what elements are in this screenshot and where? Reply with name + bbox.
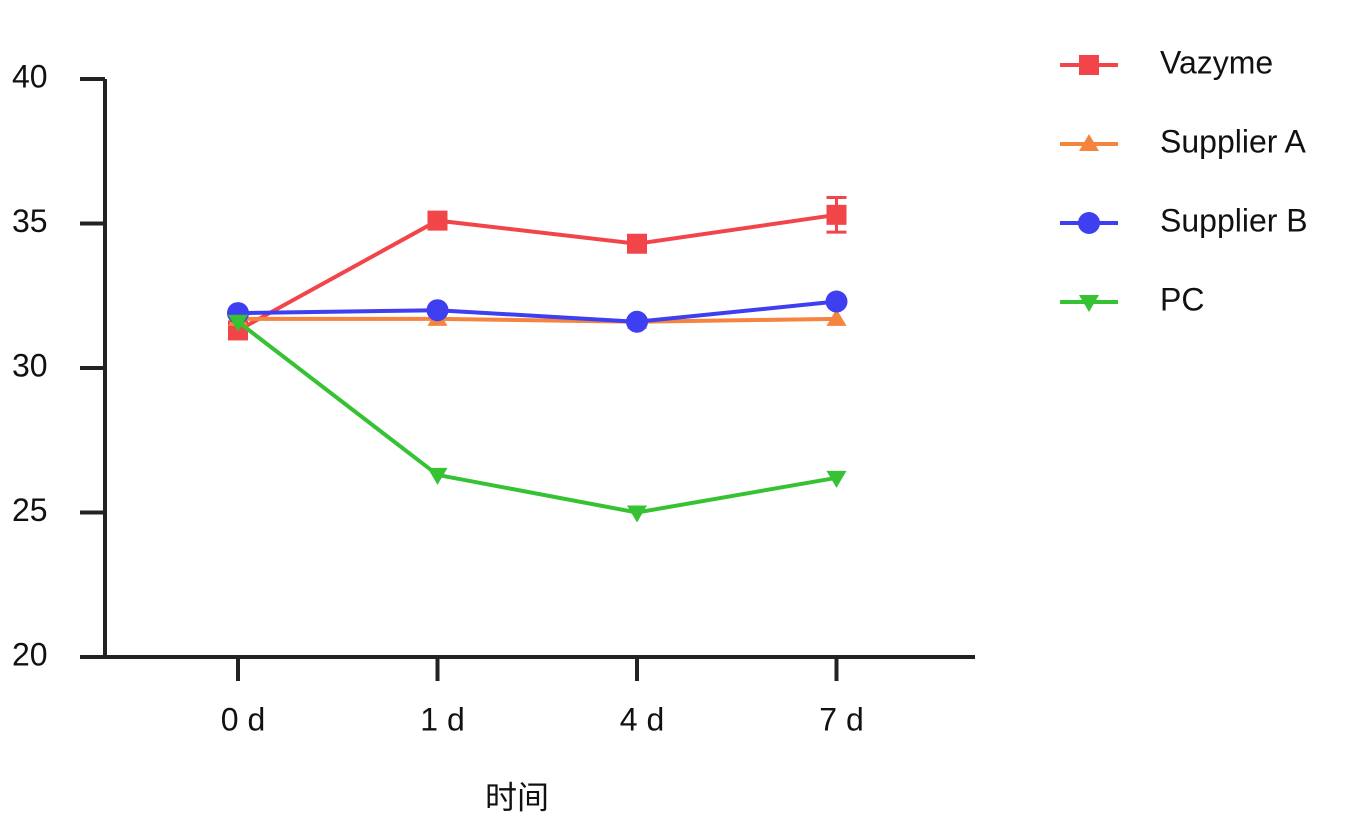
marker xyxy=(228,314,248,332)
marker xyxy=(426,299,449,322)
legend-label: PC xyxy=(1160,281,1204,317)
marker xyxy=(627,233,647,254)
series-line xyxy=(238,316,837,324)
series-line xyxy=(236,320,837,515)
marker xyxy=(826,308,847,326)
x-axis-label: 时间 xyxy=(485,779,549,815)
legend-label: Supplier A xyxy=(1160,123,1307,159)
x-tick-label: 0 d xyxy=(221,701,265,737)
marker xyxy=(626,310,648,333)
y-tick-label: 40 xyxy=(12,58,48,94)
marker xyxy=(427,210,448,231)
series-line xyxy=(237,299,837,324)
y-tick-label: 35 xyxy=(12,203,48,239)
marker xyxy=(1079,295,1099,312)
x-tick-label: 1 d xyxy=(420,701,464,737)
marker xyxy=(825,290,848,313)
marker xyxy=(826,204,847,225)
series-line xyxy=(237,212,837,333)
marker xyxy=(1079,134,1099,151)
y-tick-label: 30 xyxy=(12,347,48,383)
marker xyxy=(1078,212,1100,234)
legend-label: Vazyme xyxy=(1160,44,1273,80)
marker xyxy=(1079,55,1099,75)
y-tick-label: 20 xyxy=(12,636,48,672)
marker xyxy=(826,470,847,488)
marker xyxy=(427,467,448,485)
x-tick-label: 4 d xyxy=(620,701,664,737)
y-tick-label: 25 xyxy=(12,492,48,528)
legend-label: Supplier B xyxy=(1160,202,1308,238)
marker xyxy=(627,505,647,523)
x-tick-label: 7 d xyxy=(819,701,863,737)
